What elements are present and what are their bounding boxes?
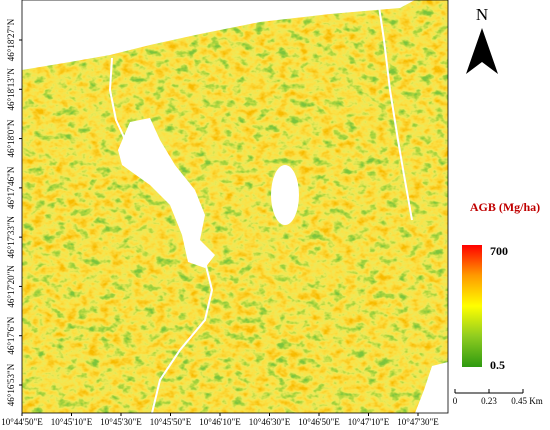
map-frame [21, 0, 449, 414]
lake [271, 165, 299, 225]
y-labels: 46°18'27"N 46°18'13"N 46°18'0"N 46°17'46"N 4… [6, 18, 22, 406]
map-area [21, 0, 449, 414]
y-label: 46°17'6"N [6, 316, 16, 354]
legend-max: 700 [490, 244, 508, 258]
y-label: 46°17'20"N [6, 265, 16, 308]
north-arrow-shape [466, 28, 498, 74]
scale-label: 0.45 Km [511, 396, 543, 406]
x-label: 10°45'30"E [100, 417, 142, 427]
river [377, 0, 413, 221]
x-label: 10°45'10"E [51, 417, 93, 427]
y-label: 46°17'33"N [6, 215, 16, 258]
no-data-area [22, 0, 415, 70]
x-label: 10°46'10"E [199, 417, 241, 427]
scale-bar: 0 0.23 0.45 Km [453, 389, 543, 406]
x-label: 10°45'50"E [150, 417, 192, 427]
legend-min: 0.5 [490, 358, 505, 372]
x-labels: 10°44'50"E 10°45'10"E 10°45'30"E 10°45'50"E… [1, 413, 439, 427]
x-label: 10°46'30"E [249, 417, 291, 427]
no-data-area [415, 362, 448, 413]
agb-raster [22, 0, 448, 413]
y-label: 46°18'13"N [6, 68, 16, 111]
x-label: 10°47'30"E [397, 417, 439, 427]
x-label: 10°44'50"E [1, 417, 43, 427]
y-label: 46°18'27"N [6, 18, 16, 61]
y-label: 46°18'0"N [6, 119, 16, 157]
lake [118, 118, 215, 268]
north-label: N [476, 5, 488, 24]
scale-label: 0 [453, 396, 458, 406]
x-label: 10°47'10"E [348, 417, 390, 427]
legend-ramp [462, 245, 482, 367]
legend-title: AGB (Mg/ha) [470, 200, 540, 214]
scale-label: 0.23 [481, 396, 497, 406]
y-label: 46°16'53"N [6, 363, 16, 406]
north-arrow: N [466, 5, 498, 74]
y-label: 46°17'46"N [6, 166, 16, 209]
x-label: 10°46'50"E [298, 417, 340, 427]
